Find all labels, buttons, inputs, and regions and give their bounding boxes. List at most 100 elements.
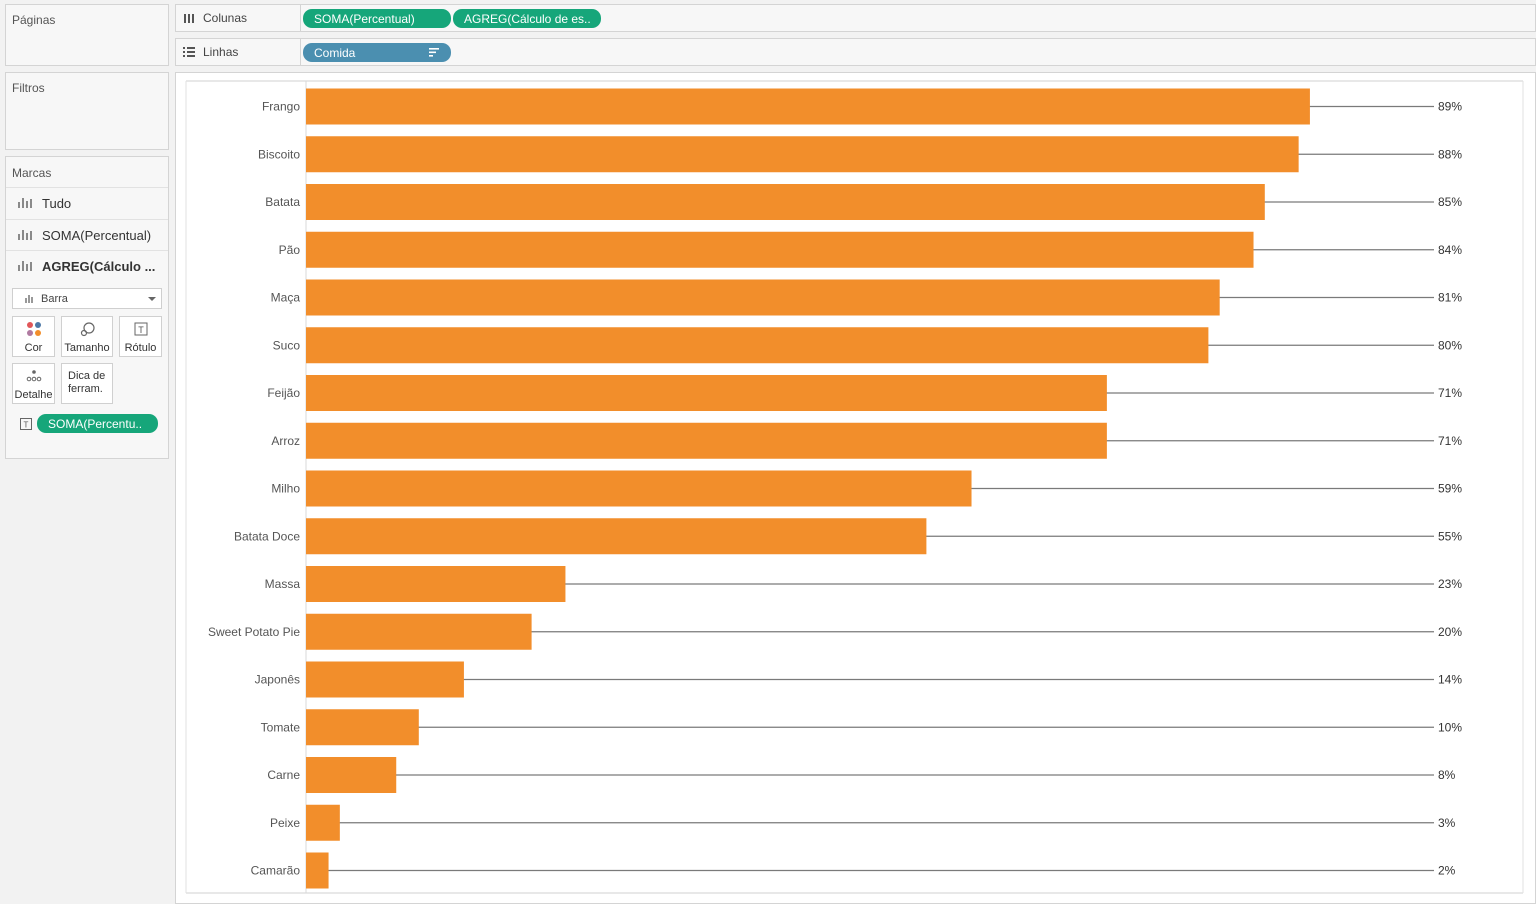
bar <box>306 375 1107 411</box>
bar-chart-icon <box>18 198 32 208</box>
label-field-pill[interactable]: SOMA(Percentu.. <box>37 414 158 433</box>
detail-card-label: Detalhe <box>14 389 53 401</box>
color-dots-icon <box>27 322 41 336</box>
bar-chart-icon <box>18 261 32 271</box>
size-card-label: Tamanho <box>64 342 110 354</box>
value-label: 3% <box>1438 816 1456 830</box>
bar-row: Camarão 2% <box>251 852 1456 889</box>
category-label: Carne <box>267 768 300 782</box>
bar <box>306 470 972 507</box>
bar-row: Arroz 71% <box>271 422 1462 459</box>
filters-title: Filtros <box>12 81 45 95</box>
columns-icon <box>184 14 194 23</box>
bar-row: Japonês 14% <box>255 661 1462 698</box>
label-field-pill-text: SOMA(Percentu.. <box>48 416 143 431</box>
columns-label-text: Colunas <box>203 11 248 25</box>
value-label: 59% <box>1438 482 1462 496</box>
marks-panel: Marcas Tudo SOMA(Percentual) AGREG(Cálcu… <box>5 156 169 459</box>
rows-pill-comida[interactable]: Comida <box>303 43 451 62</box>
bar-chart: Frango 89% Biscoito 88% Batata 85% Pão 84% Maça 8… <box>185 80 1524 894</box>
value-label: 88% <box>1438 147 1462 161</box>
rows-shelf: Linhas Comida <box>175 38 1536 66</box>
bar <box>306 709 419 746</box>
bar <box>306 327 1209 364</box>
filters-panel[interactable]: Filtros <box>5 72 169 150</box>
svg-text:T: T <box>24 421 29 430</box>
mark-type-dropdown[interactable]: Barra <box>12 288 162 309</box>
marks-title: Marcas <box>12 166 52 180</box>
pages-title: Páginas <box>12 13 56 27</box>
detail-card-button[interactable]: Detalhe <box>12 363 55 404</box>
svg-text:T: T <box>138 325 144 335</box>
category-label: Arroz <box>271 434 300 448</box>
bar-row: Suco 80% <box>273 327 1462 364</box>
size-card-button[interactable]: Tamanho <box>61 316 113 357</box>
category-label: Milho <box>271 482 300 496</box>
bar-row: Feijão 71% <box>267 375 1462 411</box>
bar <box>306 804 340 841</box>
bar <box>306 279 1220 316</box>
size-icon <box>80 322 95 337</box>
bar-row: Massa 23% <box>265 566 1462 602</box>
value-label: 81% <box>1438 291 1462 305</box>
marks-item-label: SOMA(Percentual) <box>42 227 152 243</box>
category-label: Batata <box>265 195 300 209</box>
value-label: 8% <box>1438 768 1456 782</box>
chart-rows: Frango 89% Biscoito 88% Batata 85% Pão 84% Maça 8… <box>208 88 1462 889</box>
category-label: Japonês <box>255 673 300 687</box>
columns-pill-soma-percentual[interactable]: SOMA(Percentual) <box>303 9 451 28</box>
bar <box>306 184 1265 220</box>
bar-row: Batata 85% <box>265 184 1462 220</box>
bar <box>306 852 329 889</box>
bar-chart-icon <box>25 294 35 303</box>
bar-row: Peixe 3% <box>270 804 1456 841</box>
bar <box>306 566 566 602</box>
bar-row: Milho 59% <box>271 470 1462 507</box>
pill-text: AGREG(Cálculo de es.. <box>464 11 591 26</box>
bar <box>306 136 1299 173</box>
value-label: 80% <box>1438 338 1462 352</box>
bar-row: Batata Doce 55% <box>234 518 1462 555</box>
bar <box>306 518 927 555</box>
category-label: Sweet Potato Pie <box>208 625 300 639</box>
text-label-icon: T <box>134 322 148 336</box>
value-label: 14% <box>1438 673 1462 687</box>
tooltip-card-label-1: Dica de <box>68 370 106 382</box>
tooltip-card-label-2: ferram. <box>68 383 103 395</box>
bar <box>306 661 464 698</box>
category-label: Pão <box>279 243 301 257</box>
value-label: 71% <box>1438 386 1462 400</box>
bar-chart-icon <box>18 230 32 240</box>
bar <box>306 613 532 650</box>
category-label: Peixe <box>270 816 300 830</box>
bar <box>306 757 397 793</box>
color-card-label: Cor <box>24 342 43 354</box>
value-label: 20% <box>1438 625 1462 639</box>
columns-pill-agreg-calculo[interactable]: AGREG(Cálculo de es.. <box>453 9 601 28</box>
marks-item-label: AGREG(Cálculo ... <box>42 258 156 274</box>
label-card-button[interactable]: T Rótulo <box>119 316 162 357</box>
value-label: 55% <box>1438 529 1462 543</box>
pages-panel[interactable]: Páginas <box>5 4 169 66</box>
value-label: 85% <box>1438 195 1462 209</box>
mark-type-label: Barra <box>41 292 68 305</box>
category-label: Biscoito <box>258 147 300 161</box>
value-label: 23% <box>1438 577 1462 591</box>
marks-item-soma-percentual[interactable]: SOMA(Percentual) <box>6 219 168 250</box>
shelf-divider <box>300 39 301 65</box>
bar-row: Sweet Potato Pie 20% <box>208 613 1462 650</box>
marks-item-label: Tudo <box>42 195 72 211</box>
color-card-button[interactable]: Cor <box>12 316 55 357</box>
label-card-label: Rótulo <box>124 342 157 354</box>
tooltip-card-button[interactable]: Dica de ferram. <box>61 363 113 404</box>
marks-item-all[interactable]: Tudo <box>6 187 168 218</box>
value-label: 71% <box>1438 434 1462 448</box>
chevron-down-icon <box>148 297 156 301</box>
category-label: Maça <box>271 291 301 305</box>
columns-shelf: Colunas SOMA(Percentual) AGREG(Cálculo d… <box>175 4 1536 32</box>
marks-item-agreg-calculo[interactable]: AGREG(Cálculo ... <box>6 250 168 281</box>
bar <box>306 422 1107 459</box>
chart-view: Frango 89% Biscoito 88% Batata 85% Pão 84% Maça 8… <box>175 72 1536 904</box>
bar-row: Maça 81% <box>271 279 1462 316</box>
pill-text: Comida <box>314 45 356 60</box>
